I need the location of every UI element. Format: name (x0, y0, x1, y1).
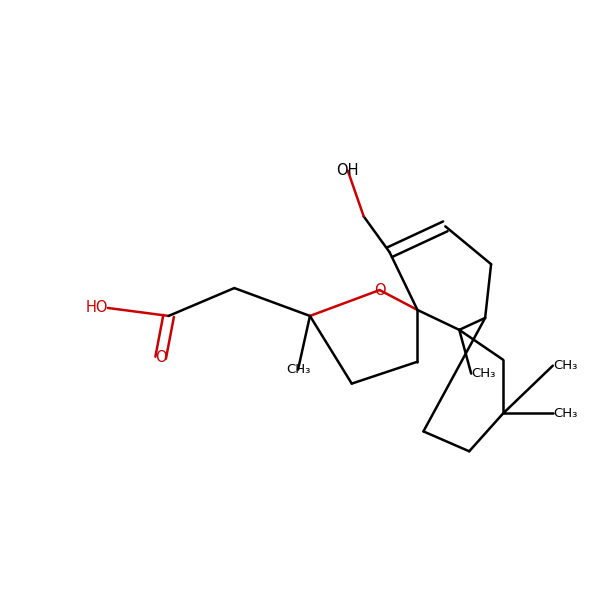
Text: CH₃: CH₃ (471, 367, 496, 380)
Text: O: O (155, 350, 166, 365)
Text: CH₃: CH₃ (553, 407, 577, 420)
Text: HO: HO (85, 301, 108, 316)
Text: O: O (374, 283, 385, 298)
Text: CH₃: CH₃ (286, 363, 310, 376)
Text: CH₃: CH₃ (553, 359, 577, 372)
Text: OH: OH (337, 163, 359, 178)
